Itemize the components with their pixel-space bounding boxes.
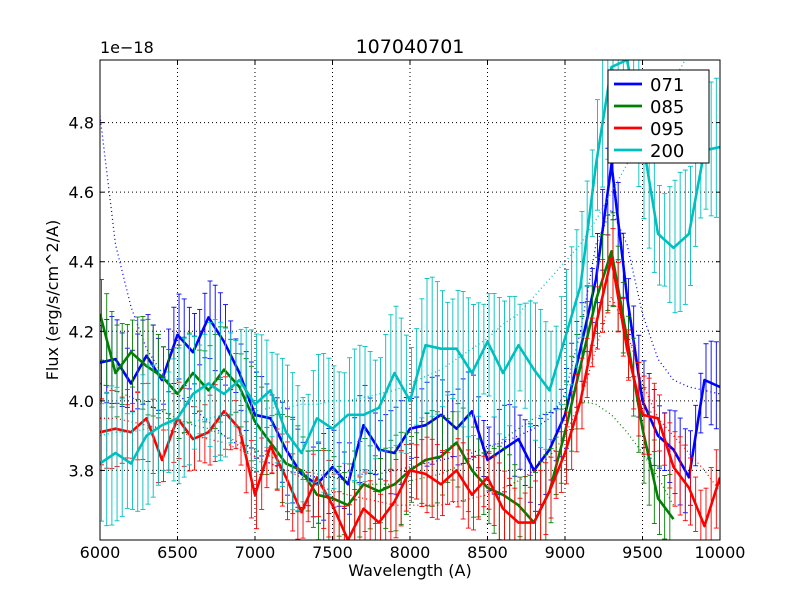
series-layer — [100, 60, 720, 540]
x-tick-label: 7000 — [235, 543, 276, 562]
fit-line-085 — [100, 382, 675, 506]
fit-line-095 — [100, 294, 720, 506]
y-tick-label: 4.8 — [69, 114, 94, 133]
y-tick-label: 4.4 — [69, 253, 94, 272]
y-tick-label: 4.2 — [69, 322, 94, 341]
series-200 — [100, 60, 720, 527]
data-line-095 — [100, 256, 720, 540]
legend-label-200: 200 — [650, 141, 684, 162]
legend-label-071: 071 — [650, 75, 684, 96]
x-tick-label: 6500 — [157, 543, 198, 562]
x-tick-label: 8000 — [390, 543, 431, 562]
chart-title: 107040701 — [356, 36, 465, 58]
x-tick-label: 10000 — [695, 543, 746, 562]
fit-line-071 — [100, 115, 720, 479]
y-offset-text: 1e−18 — [100, 38, 154, 57]
y-tick-label: 4.6 — [69, 183, 94, 202]
x-tick-label: 9500 — [622, 543, 663, 562]
legend-label-085: 085 — [650, 97, 684, 118]
y-axis-label: Flux (erg/s/cm^2/A) — [43, 220, 62, 381]
x-tick-label: 7500 — [312, 543, 353, 562]
x-tick-label: 9000 — [545, 543, 586, 562]
ticks: 6000 6500 7000 7500 8000 8500 9000 9500 10000 3.8… — [69, 60, 746, 562]
data-line-200 — [100, 60, 720, 465]
legend-label-095: 095 — [650, 119, 684, 140]
y-tick-label: 3.8 — [69, 461, 94, 480]
y-tick-label: 4.0 — [69, 392, 94, 411]
x-axis-label: Wavelength (A) — [348, 561, 471, 580]
x-tick-label: 6000 — [80, 543, 121, 562]
data-line-085 — [100, 250, 675, 524]
data-line-071 — [100, 163, 720, 486]
fit-line-200 — [100, 60, 686, 437]
x-tick-label: 8500 — [467, 543, 508, 562]
legend-box — [607, 69, 710, 164]
